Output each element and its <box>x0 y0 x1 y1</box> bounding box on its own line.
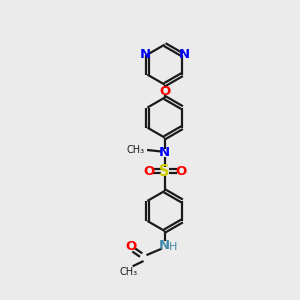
Text: H: H <box>169 242 177 252</box>
Text: CH₃: CH₃ <box>120 267 138 277</box>
Text: O: O <box>159 85 170 98</box>
Text: N: N <box>159 146 170 159</box>
Text: S: S <box>160 164 170 179</box>
Text: N: N <box>159 239 170 252</box>
Text: CH₃: CH₃ <box>127 145 145 155</box>
Text: N: N <box>140 48 151 61</box>
Text: N: N <box>178 48 190 61</box>
Text: O: O <box>125 240 137 254</box>
Text: O: O <box>143 165 154 178</box>
Text: O: O <box>175 165 187 178</box>
